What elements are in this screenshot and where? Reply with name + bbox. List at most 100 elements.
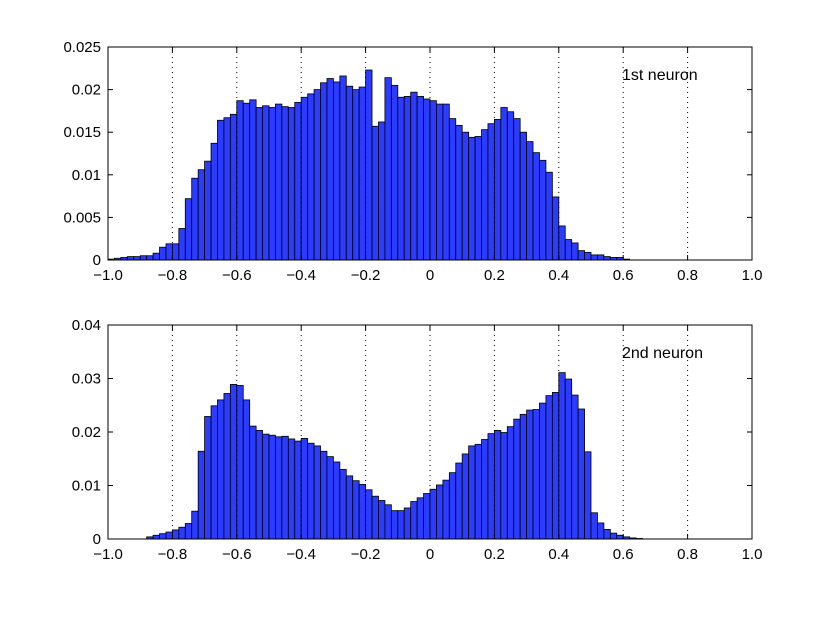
histogram-bar: [487, 433, 495, 540]
histogram-bar: [455, 462, 463, 540]
x-tick-label: 0.6: [613, 267, 634, 284]
panel-1st-neuron: −1.0 −0.8 −0.6 −0.4 −0.2 0 0.2 0.4 0.6 0.8 1.0 0 0.…: [63, 39, 762, 284]
histogram-bar: [217, 119, 225, 261]
histogram-bar: [442, 103, 450, 261]
histogram-bar: [326, 78, 334, 261]
histogram-bar: [281, 106, 289, 261]
histogram-bar: [146, 255, 154, 261]
histogram-bar: [352, 89, 360, 261]
x-tick-label: −0.4: [286, 267, 316, 284]
bars-1st-neuron: [107, 69, 631, 261]
histogram-bar: [339, 75, 347, 261]
histogram-bar: [152, 534, 160, 540]
histogram-bar: [249, 99, 257, 261]
histogram-bar: [448, 118, 457, 261]
histogram-bar: [597, 254, 605, 261]
histogram-bar: [493, 119, 502, 261]
x-tick-label: 0.8: [677, 267, 698, 284]
histogram-bar: [262, 105, 270, 261]
histogram-bar: [442, 479, 450, 540]
histogram-bar: [332, 461, 341, 540]
histogram-bar: [307, 93, 315, 261]
histogram-bar: [287, 438, 296, 540]
histogram-bar: [236, 100, 244, 261]
histogram-bar: [403, 507, 412, 540]
histogram-bar: [603, 528, 611, 540]
x-tick-label: 0.2: [484, 267, 505, 284]
histogram-bar: [223, 117, 231, 261]
histogram-bar: [197, 450, 206, 540]
histogram-bar: [416, 96, 424, 261]
histogram-bar: [436, 484, 444, 540]
histogram-bar: [506, 426, 515, 540]
histogram-bar: [378, 121, 386, 261]
ticks-1st-neuron: [107, 46, 753, 261]
histogram-bar: [313, 445, 321, 540]
x-tick-label: −0.6: [222, 546, 252, 563]
x-tick-label: 0.2: [484, 546, 505, 563]
histogram-bar: [558, 225, 566, 261]
histogram-bar: [345, 475, 354, 540]
histogram-bar: [468, 445, 476, 540]
histogram-bar: [217, 399, 225, 540]
y-tick-label: 0.02: [72, 82, 101, 99]
panel-label-1st-neuron: 1st neuron: [622, 67, 698, 84]
y-tick-label: 0.01: [72, 167, 101, 184]
histogram-bar: [423, 98, 431, 261]
x-tick-labels-2nd-neuron: −1.0 −0.8 −0.6 −0.4 −0.2 0 0.2 0.4 0.6 0.8 1.0: [93, 546, 762, 563]
histogram-bar: [223, 393, 231, 540]
x-tick-label: 0: [426, 267, 434, 284]
histogram-bar: [352, 480, 360, 540]
x-tick-label: −0.4: [286, 546, 316, 563]
grid-lines-2nd-neuron: [171, 325, 689, 539]
histogram-bar: [159, 533, 167, 540]
histogram-bar: [320, 450, 328, 540]
grid-lines-1st-neuron: [171, 47, 689, 260]
x-tick-label: −0.2: [351, 546, 381, 563]
histogram-bar: [255, 429, 263, 540]
histogram-bar: [545, 395, 553, 540]
y-tick-label: 0.015: [63, 124, 101, 141]
histogram-bar: [210, 142, 218, 261]
panel-label-2nd-neuron: 2nd neuron: [622, 345, 703, 362]
histogram-bar: [500, 107, 508, 261]
y-tick-label: 0.02: [72, 424, 101, 441]
histogram-bar: [197, 169, 206, 261]
y-tick-labels-1st-neuron: 0 0.005 0.01 0.015 0.02 0.025: [63, 39, 101, 269]
histogram-bar: [242, 102, 251, 261]
histogram-bar: [616, 534, 624, 540]
x-tick-label: −1.0: [93, 546, 123, 563]
histogram-bar: [545, 171, 553, 261]
y-tick-label: 0.01: [72, 478, 101, 495]
histogram-bar: [513, 118, 521, 261]
panel-2nd-neuron: −1.0 −0.8 −0.6 −0.4 −0.2 0 0.2 0.4 0.6 0.8 1.0 0 0.…: [72, 317, 763, 563]
histogram-bar: [191, 510, 199, 540]
histogram-bar: [287, 107, 296, 261]
histogram-bar: [184, 523, 193, 540]
histogram-bar: [275, 436, 283, 540]
x-tick-label: 1.0: [742, 267, 763, 284]
histogram-bar: [468, 136, 476, 261]
histogram-bar: [300, 438, 309, 540]
histogram-bar: [365, 489, 373, 540]
histogram-bar: [558, 372, 566, 540]
x-tick-labels-1st-neuron: −1.0 −0.8 −0.6 −0.4 −0.2 0 0.2 0.4 0.6 0.8 1.0: [93, 267, 762, 284]
histogram-bar: [429, 100, 437, 261]
histogram-bar: [236, 385, 244, 540]
histogram-bar: [519, 131, 527, 261]
histogram-bar: [461, 453, 470, 540]
x-tick-label: −0.8: [158, 546, 188, 563]
histogram-bar: [474, 443, 482, 540]
histogram-bar: [390, 510, 399, 540]
histogram-bar: [577, 408, 585, 540]
x-tick-label: −0.8: [158, 267, 188, 284]
histogram-bar: [390, 84, 399, 261]
histogram-bar: [320, 82, 328, 261]
ticks-2nd-neuron: [107, 324, 753, 540]
histogram-bar: [294, 101, 302, 261]
histogram-bar: [571, 242, 579, 261]
histogram-bar: [332, 81, 341, 261]
histogram-bar: [307, 442, 315, 540]
histogram-bar: [242, 399, 251, 540]
